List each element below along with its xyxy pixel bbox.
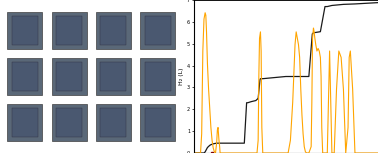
Y-axis label: H₂ (L): H₂ (L)	[179, 68, 184, 85]
Text: © A. Aubert / CEA: © A. Aubert / CEA	[135, 5, 179, 10]
Bar	[12, 16, 38, 45]
Bar	[56, 62, 82, 91]
Bar	[140, 12, 175, 49]
Bar	[52, 104, 87, 141]
Bar	[56, 108, 82, 137]
Bar	[145, 16, 170, 45]
Bar	[101, 62, 126, 91]
Bar	[8, 104, 42, 141]
Bar	[140, 104, 175, 141]
Bar	[101, 108, 126, 137]
Bar	[8, 12, 42, 49]
Bar	[96, 104, 131, 141]
Bar	[12, 108, 38, 137]
Bar	[140, 58, 175, 95]
Bar	[101, 16, 126, 45]
Bar	[12, 62, 38, 91]
Bar	[145, 62, 170, 91]
Bar	[56, 16, 82, 45]
Bar	[52, 12, 87, 49]
Bar	[8, 58, 42, 95]
Bar	[96, 58, 131, 95]
Bar	[52, 58, 87, 95]
Bar	[96, 12, 131, 49]
Bar	[145, 108, 170, 137]
